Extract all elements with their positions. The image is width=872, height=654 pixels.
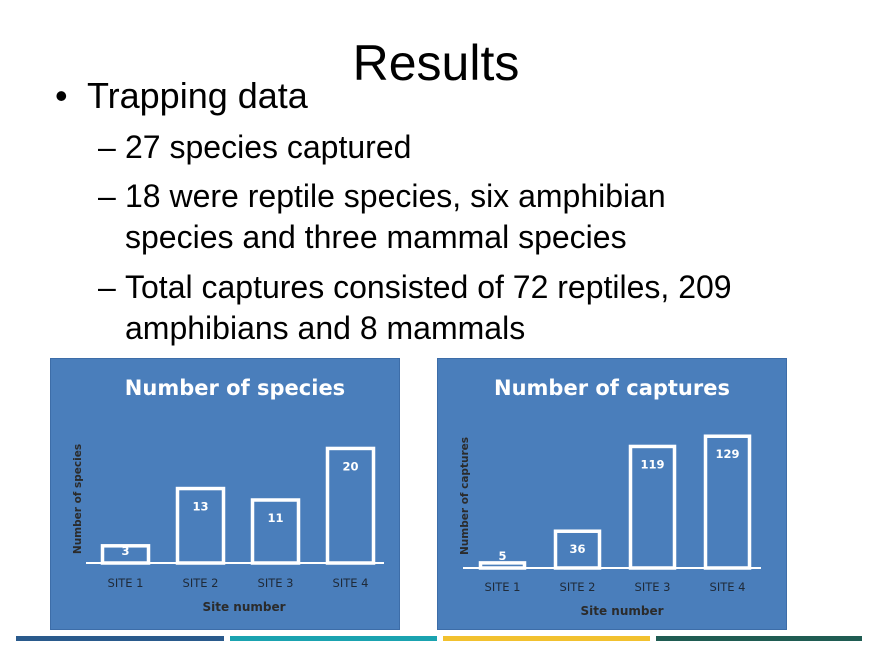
data-label: 5 (498, 549, 506, 563)
tick-label: SITE 4 (333, 576, 369, 590)
bar (628, 444, 677, 570)
footer-bar-blue (16, 636, 224, 641)
data-label: 20 (342, 459, 358, 473)
subbullet-total-captures: – Total captures consisted of 72 reptile… (98, 267, 798, 349)
tick-label: SITE 3 (635, 580, 671, 594)
x-axis-label: Site number (202, 600, 285, 614)
x-axis-label: Site number (580, 604, 663, 618)
footer-bar-teal (230, 636, 437, 641)
bar (478, 561, 527, 570)
bar (325, 446, 376, 565)
data-label: 11 (267, 511, 283, 525)
tick-label: SITE 1 (108, 576, 144, 590)
bar (175, 486, 226, 565)
bullet-marker: • (55, 75, 68, 116)
bullet-trapping-data: • Trapping data (55, 74, 308, 118)
bar (553, 529, 602, 570)
species-plot-area: 3 SITE 1 13 SITE 2 11 SITE 3 20 SITE 4 (86, 446, 384, 590)
captures-chart-svg: Number of captures Number of captures Si… (459, 376, 761, 618)
subbullet-species-captured: – 27 species captured (98, 127, 411, 168)
chart-title: Number of species (125, 376, 345, 400)
subbullet-text: 18 were reptile species, six amphibian s… (125, 178, 666, 255)
subbullet-text: Total captures consisted of 72 reptiles,… (125, 269, 732, 346)
dash-marker: – (98, 129, 116, 165)
footer-bar-yellow (443, 636, 650, 641)
y-axis-label: Number of species (72, 444, 84, 554)
bar (100, 544, 151, 565)
subbullet-species-breakdown: – 18 were reptile species, six amphibian… (98, 176, 738, 258)
bar (703, 434, 752, 570)
dash-marker: – (98, 269, 116, 305)
captures-plot-area: 5 SITE 1 36 SITE 2 119 SITE 3 129 SITE 4 (463, 434, 761, 594)
captures-chart: Number of captures Number of captures Si… (437, 358, 787, 630)
data-label: 3 (121, 544, 129, 558)
chart-title: Number of captures (494, 376, 730, 400)
footer-bar-green (656, 636, 862, 641)
data-label: 119 (640, 457, 664, 471)
bar (250, 498, 301, 565)
slide-title: Results (352, 35, 520, 91)
data-label: 13 (192, 500, 208, 514)
tick-label: SITE 4 (710, 580, 746, 594)
data-label: 129 (715, 447, 739, 461)
species-chart: Number of species Number of species Site… (50, 358, 400, 630)
tick-label: SITE 1 (485, 580, 521, 594)
species-chart-svg: Number of species Number of species Site… (72, 376, 384, 614)
tick-label: SITE 3 (258, 576, 294, 590)
tick-label: SITE 2 (560, 580, 596, 594)
data-label: 36 (569, 542, 585, 556)
subbullet-text: 27 species captured (125, 129, 412, 165)
bullet-text: Trapping data (87, 75, 308, 116)
tick-label: SITE 2 (183, 576, 219, 590)
dash-marker: – (98, 178, 116, 214)
y-axis-label: Number of captures (459, 437, 471, 555)
